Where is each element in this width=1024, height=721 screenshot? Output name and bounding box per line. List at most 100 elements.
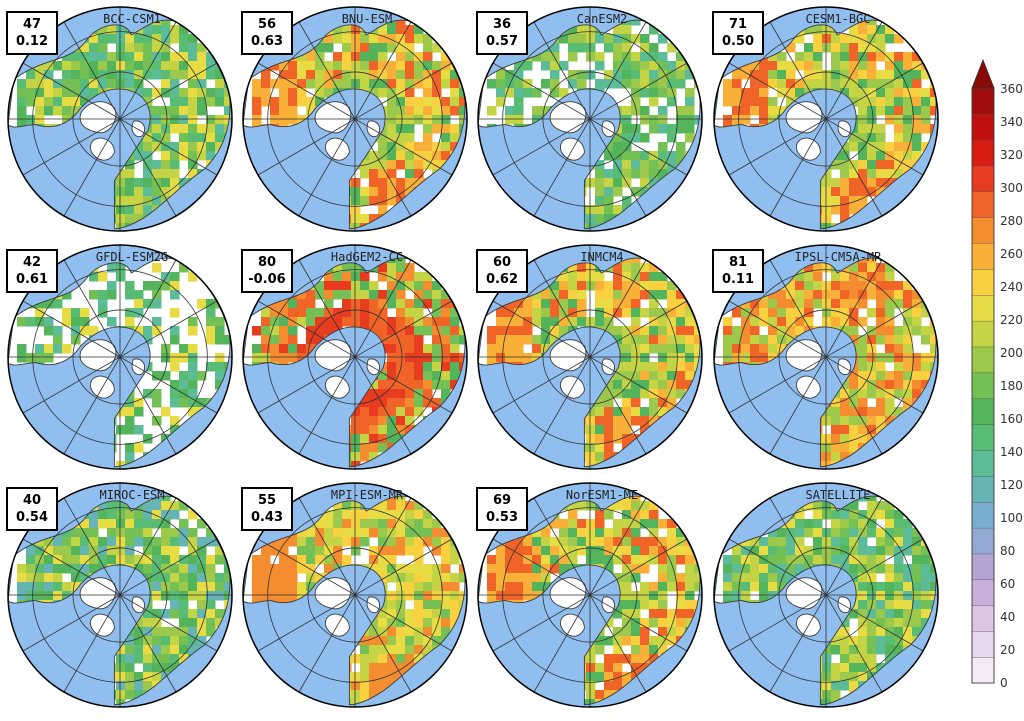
island: [314, 339, 352, 372]
island: [366, 596, 381, 614]
stat-box: 80 -0.06: [241, 249, 293, 293]
island: [785, 339, 823, 372]
stat-box: 55 0.43: [241, 487, 293, 531]
colorbar-segment: [971, 294, 995, 322]
meridian-line: [63, 259, 177, 455]
meridian-line: [298, 497, 412, 693]
panel-title: SATELLITE: [805, 488, 870, 502]
stat-value-top: 80: [257, 255, 277, 270]
map-frame: [713, 6, 939, 232]
map-panel: IPSL-CM5A-MR: [713, 244, 939, 470]
stat-value-top: 40: [22, 493, 42, 508]
colorbar-segment: [971, 527, 995, 555]
island: [366, 358, 381, 376]
panel-title: CanESM2: [577, 12, 628, 26]
colorbar-tick-label: 60: [1000, 577, 1015, 591]
colorbar-tick-label: 100: [1000, 511, 1023, 525]
colorbar-tick-label: 80: [1000, 544, 1015, 558]
stat-value-top: 81: [728, 255, 748, 270]
map-frame: [7, 6, 233, 232]
map-frame: [7, 482, 233, 708]
meridian-line: [533, 259, 647, 455]
map-panel: SATELLITE: [713, 482, 939, 708]
map-frame: [477, 244, 703, 470]
island: [549, 577, 587, 610]
stat-box: 47 0.12: [6, 11, 58, 55]
map-panel: NorESM1-ME: [477, 482, 703, 708]
stat-value-top: 55: [257, 493, 277, 508]
map-panel: BNU-ESM: [242, 6, 468, 232]
stat-value-bottom: 0.11: [721, 272, 755, 287]
coastline: [8, 257, 231, 468]
stat-value-bottom: 0.12: [15, 34, 49, 49]
colorbar-segment: [971, 449, 995, 477]
stat-value-bottom: -0.06: [248, 272, 286, 287]
map-frame: [713, 482, 939, 708]
colorbar-tick-label: 120: [1000, 478, 1023, 492]
colorbar-tick-label: 20: [1000, 643, 1015, 657]
colorbar-segment: [971, 579, 995, 606]
meridian-line: [63, 497, 177, 693]
colorbar-tick-label: 320: [1000, 148, 1023, 162]
meridian-line: [298, 259, 412, 455]
map-panels: BCC-CSM1 BNU-ESM CanESM2 CESM1-BGC GFDL-ESM2…: [7, 6, 939, 708]
stat-box: 56 0.63: [241, 11, 293, 55]
island: [785, 577, 823, 610]
island: [314, 577, 352, 610]
island: [837, 596, 852, 614]
stat-box: 71 0.50: [712, 11, 764, 55]
stat-value-bottom: 0.57: [485, 34, 519, 49]
colorbar-segment: [971, 605, 995, 632]
colorbar-tick-label: 340: [1000, 115, 1023, 129]
colorbar-segment: [971, 320, 995, 348]
colorbar-segment: [971, 113, 995, 141]
island: [131, 120, 146, 138]
colorbar-tick-label: 220: [1000, 313, 1023, 327]
colorbar-segment: [971, 217, 995, 244]
coastline: [243, 257, 466, 468]
map-frame: [713, 244, 939, 470]
colorbar: 0 20 40 60 80 100 120 140 160 180 200 220 240 260 280 3…: [971, 58, 1023, 690]
meridian-line: [769, 497, 883, 693]
panel-title: CESM1-BGC: [805, 12, 870, 26]
colorbar-segment: [971, 346, 995, 374]
panel-title: MPI-ESM-MR: [331, 488, 404, 502]
island: [601, 358, 616, 376]
meridian-line: [533, 21, 647, 217]
colorbar-segment: [971, 165, 995, 192]
stat-value-top: 42: [22, 255, 42, 270]
coastline: [714, 257, 937, 468]
stat-value-top: 69: [492, 493, 512, 508]
colorbar-segment: [971, 501, 995, 529]
map-frame: [7, 244, 233, 470]
island: [601, 596, 616, 614]
colorbar-segment: [971, 398, 995, 425]
colorbar-max-arrow: [971, 58, 995, 89]
coastline: [478, 495, 701, 706]
panel-title: INMCM4: [580, 250, 623, 264]
colorbar-segment: [971, 475, 995, 503]
colorbar-tick-label: 300: [1000, 181, 1023, 195]
meridian-line: [769, 21, 883, 217]
stat-box: 69 0.53: [476, 487, 528, 531]
colorbar-segment: [971, 631, 995, 658]
stat-value-bottom: 0.50: [721, 34, 755, 49]
stat-value-top: 47: [22, 17, 42, 32]
panel-title: NorESM1-ME: [566, 488, 638, 502]
stat-value-bottom: 0.53: [485, 510, 519, 525]
island: [549, 101, 587, 134]
stat-box: 81 0.11: [712, 249, 764, 293]
panel-title: BCC-CSM1: [103, 12, 161, 26]
panel-title: GFDL-ESM2G: [96, 250, 168, 264]
colorbar-tick-label: 0: [1000, 676, 1008, 690]
meridian-line: [63, 21, 177, 217]
map-frame: [242, 482, 468, 708]
colorbar-tick-label: 160: [1000, 412, 1023, 426]
island: [837, 358, 852, 376]
meridian-line: [298, 21, 412, 217]
colorbar-segment: [971, 372, 995, 399]
colorbar-tick-label: 280: [1000, 214, 1023, 228]
colorbar-tick-label: 260: [1000, 247, 1023, 261]
coastline: [478, 257, 701, 468]
colorbar-segment: [971, 243, 995, 270]
